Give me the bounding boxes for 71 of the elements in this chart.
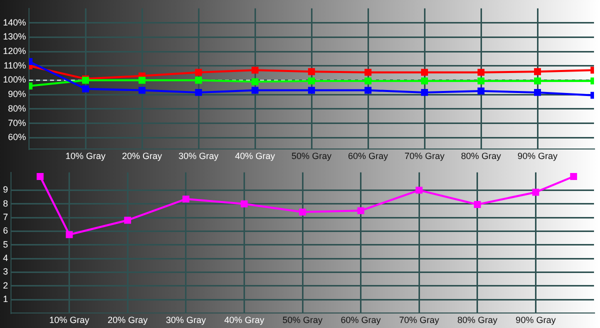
point bbox=[82, 85, 89, 92]
x-tick-label: 30% Gray bbox=[178, 151, 220, 162]
point bbox=[195, 88, 202, 96]
point bbox=[534, 77, 541, 84]
x-tick-label: 80% Gray bbox=[460, 151, 502, 162]
y-tick-label: 100% bbox=[2, 74, 26, 85]
point bbox=[474, 201, 481, 208]
x-tick-label: 70% Gray bbox=[399, 315, 440, 326]
x-tick-label: 90% Gray bbox=[517, 151, 558, 162]
x-tick-label: 80% Gray bbox=[457, 315, 498, 326]
y-tick-label: 8 bbox=[2, 198, 8, 208]
point bbox=[364, 77, 372, 84]
point bbox=[478, 77, 484, 84]
point bbox=[364, 68, 372, 76]
y-tick-label: 4 bbox=[2, 253, 8, 264]
x-tick-label: 40% Gray bbox=[224, 315, 265, 326]
point bbox=[299, 208, 306, 216]
y-tick-label: 70% bbox=[8, 118, 26, 128]
x-tick-label: 70% Gray bbox=[404, 151, 446, 162]
point bbox=[66, 231, 73, 238]
x-tick-label: 10% Gray bbox=[66, 151, 106, 162]
point bbox=[534, 88, 541, 96]
point bbox=[478, 68, 484, 76]
point bbox=[478, 88, 484, 94]
point bbox=[532, 188, 540, 196]
point bbox=[357, 207, 364, 214]
point bbox=[138, 86, 146, 94]
point bbox=[36, 173, 44, 180]
x-tick-label: 20% Gray bbox=[122, 151, 163, 162]
point bbox=[308, 86, 315, 94]
point bbox=[182, 196, 190, 203]
point bbox=[252, 66, 258, 74]
y-tick-label: 120% bbox=[2, 46, 26, 56]
point bbox=[138, 76, 146, 84]
x-tick-label: 60% Gray bbox=[340, 315, 382, 326]
point bbox=[421, 77, 428, 84]
point bbox=[195, 68, 202, 76]
y-tick-label: 130% bbox=[2, 32, 26, 42]
x-tick-label: 50% Gray bbox=[282, 315, 324, 326]
point bbox=[421, 88, 428, 96]
x-tick-label: 90% Gray bbox=[516, 315, 556, 326]
point bbox=[364, 86, 372, 94]
y-tick-label: 7 bbox=[2, 212, 8, 222]
point bbox=[534, 68, 541, 76]
point bbox=[416, 186, 423, 194]
x-tick-label: 30% Gray bbox=[166, 315, 206, 326]
y-tick-label: 5 bbox=[2, 239, 8, 250]
point bbox=[252, 86, 258, 94]
point bbox=[421, 68, 428, 76]
y-tick-label: 3 bbox=[2, 266, 8, 277]
y-tick-label: 60% bbox=[8, 132, 26, 142]
x-tick-label: 60% Gray bbox=[348, 151, 389, 162]
y-tick-label: 90% bbox=[8, 89, 26, 100]
point bbox=[308, 68, 315, 76]
point bbox=[124, 216, 132, 224]
y-tick-label: 9 bbox=[2, 184, 8, 195]
point bbox=[252, 78, 258, 86]
x-tick-label: 50% Gray bbox=[291, 151, 332, 162]
y-tick-label: 6 bbox=[2, 226, 8, 236]
y-tick-label: 110% bbox=[4, 60, 26, 70]
x-tick-label: 10% Gray bbox=[49, 315, 90, 326]
y-tick-label: 1 bbox=[2, 294, 8, 304]
point bbox=[308, 77, 315, 84]
point bbox=[570, 173, 578, 180]
y-tick-label: 80% bbox=[8, 103, 26, 114]
x-tick-label: 40% Gray bbox=[234, 151, 276, 162]
y-tick-label: 2 bbox=[2, 280, 8, 290]
y-tick-label: 140% bbox=[2, 17, 26, 28]
x-tick-label: 20% Gray bbox=[108, 315, 148, 326]
point bbox=[195, 76, 202, 84]
point bbox=[240, 200, 248, 208]
